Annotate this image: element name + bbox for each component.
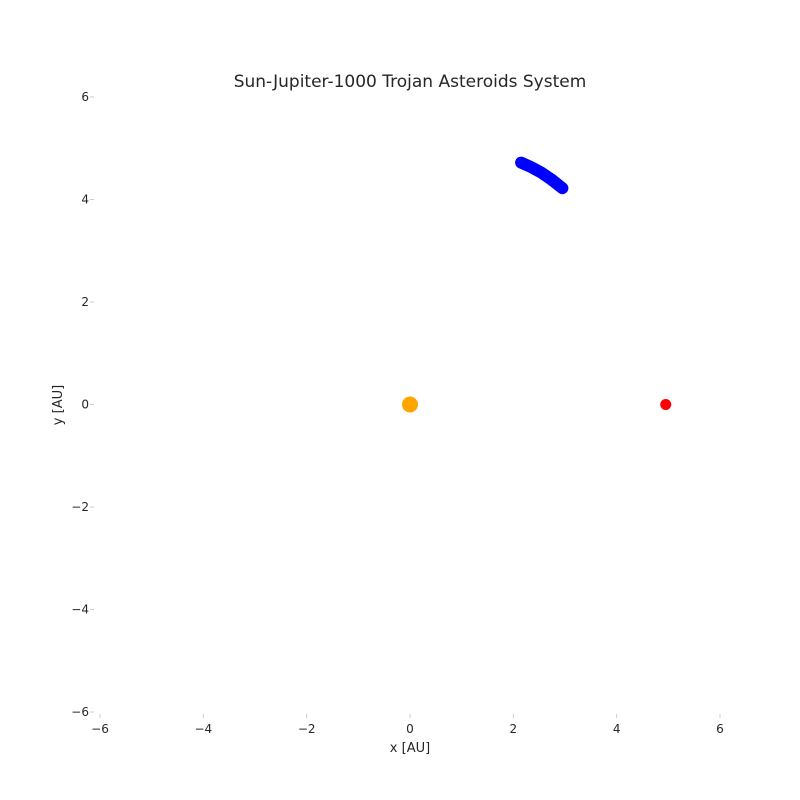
x-axis-ticks: −6 −4 −2 0 2 4 6 xyxy=(91,714,724,736)
y-tick-label: −6 xyxy=(71,705,89,719)
y-axis-ticks: −6 −4 −2 0 2 4 6 xyxy=(71,90,94,719)
y-tick-label: 4 xyxy=(81,193,89,207)
y-tick-label: 6 xyxy=(81,90,89,104)
y-axis-label: y [AU] xyxy=(51,385,66,425)
x-tick-label: −2 xyxy=(298,722,316,736)
chart-title: Sun-Jupiter-1000 Trojan Asteroids System xyxy=(234,72,587,92)
x-tick-label: 2 xyxy=(510,722,518,736)
x-tick-label: 4 xyxy=(613,722,621,736)
x-tick-label: −6 xyxy=(91,722,109,736)
y-tick-label: 0 xyxy=(81,398,89,412)
x-tick-label: 6 xyxy=(716,722,724,736)
y-tick-label: −4 xyxy=(71,603,89,617)
y-tick-label: 2 xyxy=(81,295,89,309)
trojan-asteroid-cluster xyxy=(515,156,569,195)
x-axis-label: x [AU] xyxy=(390,741,430,756)
x-tick-label: 0 xyxy=(406,722,414,736)
y-tick-label: −2 xyxy=(71,500,89,514)
data-marks xyxy=(402,156,672,413)
x-tick-label: −4 xyxy=(194,722,212,736)
sun-marker xyxy=(402,396,418,413)
jupiter-marker xyxy=(660,399,672,410)
